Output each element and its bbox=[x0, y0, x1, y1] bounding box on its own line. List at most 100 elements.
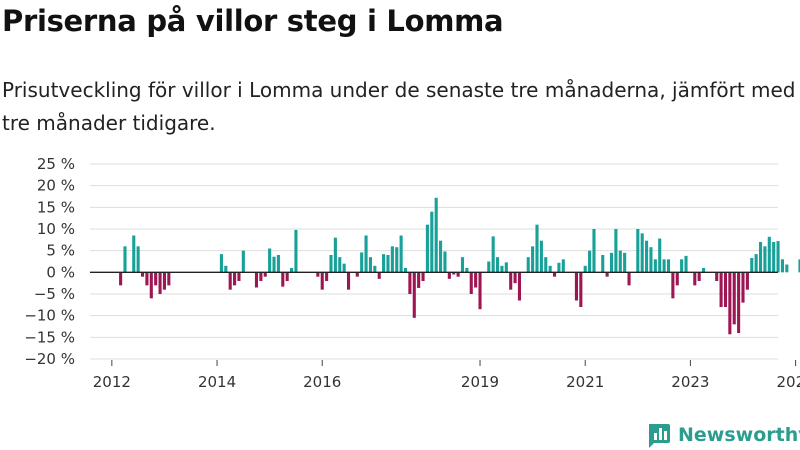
bar bbox=[640, 233, 644, 273]
bar bbox=[517, 272, 522, 301]
y-tick-label: 10 % bbox=[37, 220, 75, 238]
bar bbox=[758, 242, 763, 273]
bar bbox=[741, 272, 745, 303]
bar bbox=[526, 257, 530, 273]
bar bbox=[263, 272, 267, 277]
y-tick-label: −20 % bbox=[24, 350, 75, 368]
bar bbox=[552, 272, 557, 277]
bar bbox=[636, 229, 640, 273]
bar bbox=[219, 254, 223, 273]
bar bbox=[601, 255, 605, 273]
bar bbox=[364, 235, 368, 273]
bar bbox=[645, 240, 649, 273]
bar bbox=[627, 272, 631, 286]
y-tick-label: −15 % bbox=[24, 328, 75, 346]
x-tick-label: 2023 bbox=[671, 373, 709, 391]
bar bbox=[496, 257, 500, 273]
bar bbox=[443, 251, 447, 273]
bar bbox=[719, 272, 723, 307]
bar bbox=[609, 252, 614, 273]
bar bbox=[548, 265, 552, 273]
bar bbox=[290, 268, 294, 273]
bar bbox=[504, 262, 508, 273]
bar bbox=[346, 272, 351, 290]
bar bbox=[460, 257, 465, 273]
x-tick-label: 2019 bbox=[461, 373, 499, 391]
bar bbox=[452, 272, 456, 275]
bar bbox=[623, 252, 627, 273]
y-tick-label: 15 % bbox=[37, 198, 75, 216]
bar bbox=[333, 237, 337, 273]
chart-title: Priserna på villor steg i Lomma bbox=[2, 4, 504, 38]
y-tick-label: −10 % bbox=[24, 307, 75, 325]
bar bbox=[662, 259, 666, 273]
bar bbox=[355, 272, 359, 277]
bar bbox=[395, 247, 399, 273]
bar bbox=[697, 272, 701, 281]
bar bbox=[342, 263, 346, 273]
bar bbox=[583, 265, 587, 273]
bar bbox=[439, 240, 443, 273]
bar bbox=[119, 272, 123, 286]
bar bbox=[702, 268, 706, 273]
bar bbox=[430, 211, 434, 273]
bar bbox=[785, 264, 789, 273]
bar bbox=[469, 272, 473, 294]
bar bbox=[162, 272, 166, 290]
bar bbox=[684, 255, 688, 273]
bar bbox=[325, 272, 329, 281]
bar bbox=[666, 259, 671, 273]
brand-name: Newsworthy bbox=[678, 424, 800, 446]
bar bbox=[360, 252, 364, 273]
bar bbox=[579, 272, 583, 307]
x-tick-label: 2025 bbox=[777, 373, 800, 391]
bar bbox=[557, 262, 561, 273]
bar bbox=[592, 229, 596, 273]
bar bbox=[149, 272, 153, 299]
bar bbox=[737, 272, 741, 333]
bar bbox=[316, 272, 320, 277]
bar bbox=[715, 272, 719, 281]
bar bbox=[649, 247, 653, 273]
newsworthy-bar-chart-icon bbox=[649, 423, 670, 448]
bar bbox=[412, 272, 416, 318]
bar bbox=[513, 272, 517, 284]
bar bbox=[693, 272, 697, 286]
bar bbox=[167, 272, 171, 286]
bar bbox=[368, 257, 372, 273]
bars bbox=[119, 197, 800, 335]
bar bbox=[259, 272, 263, 281]
gridlines bbox=[90, 163, 778, 360]
bar bbox=[403, 268, 408, 273]
bar bbox=[373, 265, 377, 273]
bar bbox=[408, 272, 412, 294]
bar bbox=[474, 272, 478, 288]
bar bbox=[136, 246, 140, 273]
bar bbox=[241, 250, 245, 273]
bar bbox=[750, 258, 754, 273]
bar bbox=[653, 259, 657, 273]
x-tick-label: 2012 bbox=[93, 373, 131, 391]
bar bbox=[680, 259, 684, 273]
bar bbox=[478, 272, 482, 310]
bar bbox=[531, 246, 535, 273]
bar bbox=[772, 242, 776, 273]
bar bbox=[285, 272, 289, 281]
bar bbox=[588, 250, 592, 273]
bar bbox=[228, 272, 232, 290]
y-tick-label: 5 % bbox=[46, 242, 75, 260]
bar bbox=[237, 272, 241, 281]
bar bbox=[535, 224, 539, 273]
bar bbox=[132, 235, 136, 273]
bar bbox=[776, 241, 780, 273]
bar bbox=[254, 272, 259, 288]
bar bbox=[456, 272, 460, 277]
bar bbox=[390, 246, 394, 273]
bar bbox=[658, 238, 662, 273]
bar bbox=[723, 272, 728, 307]
bar bbox=[491, 236, 495, 273]
y-axis-labels: 25 % 20 % 15 % 10 % 5 % 0 % −5 % −10 % −15 % −20 … bbox=[24, 155, 75, 368]
bar bbox=[158, 272, 162, 294]
bar bbox=[618, 250, 622, 273]
y-tick-label: 25 % bbox=[37, 155, 75, 173]
